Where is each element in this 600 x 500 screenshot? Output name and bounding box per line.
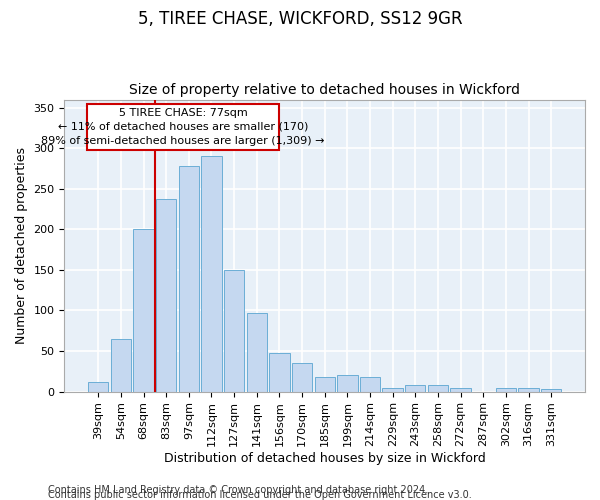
Bar [496,388,516,392]
Bar [360,377,380,392]
Bar [179,166,199,392]
Bar [201,156,221,392]
FancyBboxPatch shape [87,104,280,150]
Bar [88,382,109,392]
Bar [292,363,312,392]
Text: 5, TIREE CHASE, WICKFORD, SS12 9GR: 5, TIREE CHASE, WICKFORD, SS12 9GR [137,10,463,28]
X-axis label: Distribution of detached houses by size in Wickford: Distribution of detached houses by size … [164,452,485,465]
Bar [541,389,562,392]
Text: Contains public sector information licensed under the Open Government Licence v3: Contains public sector information licen… [48,490,472,500]
Text: 5 TIREE CHASE: 77sqm
← 11% of detached houses are smaller (170)
89% of semi-deta: 5 TIREE CHASE: 77sqm ← 11% of detached h… [41,108,325,146]
Bar [428,385,448,392]
Y-axis label: Number of detached properties: Number of detached properties [15,147,28,344]
Text: Contains HM Land Registry data © Crown copyright and database right 2024.: Contains HM Land Registry data © Crown c… [48,485,428,495]
Bar [156,198,176,392]
Bar [451,388,471,392]
Bar [133,230,154,392]
Bar [337,376,358,392]
Bar [111,339,131,392]
Bar [224,270,244,392]
Bar [405,385,425,392]
Bar [382,388,403,392]
Bar [314,377,335,392]
Bar [518,388,539,392]
Bar [247,313,267,392]
Bar [269,352,290,392]
Title: Size of property relative to detached houses in Wickford: Size of property relative to detached ho… [129,83,520,97]
